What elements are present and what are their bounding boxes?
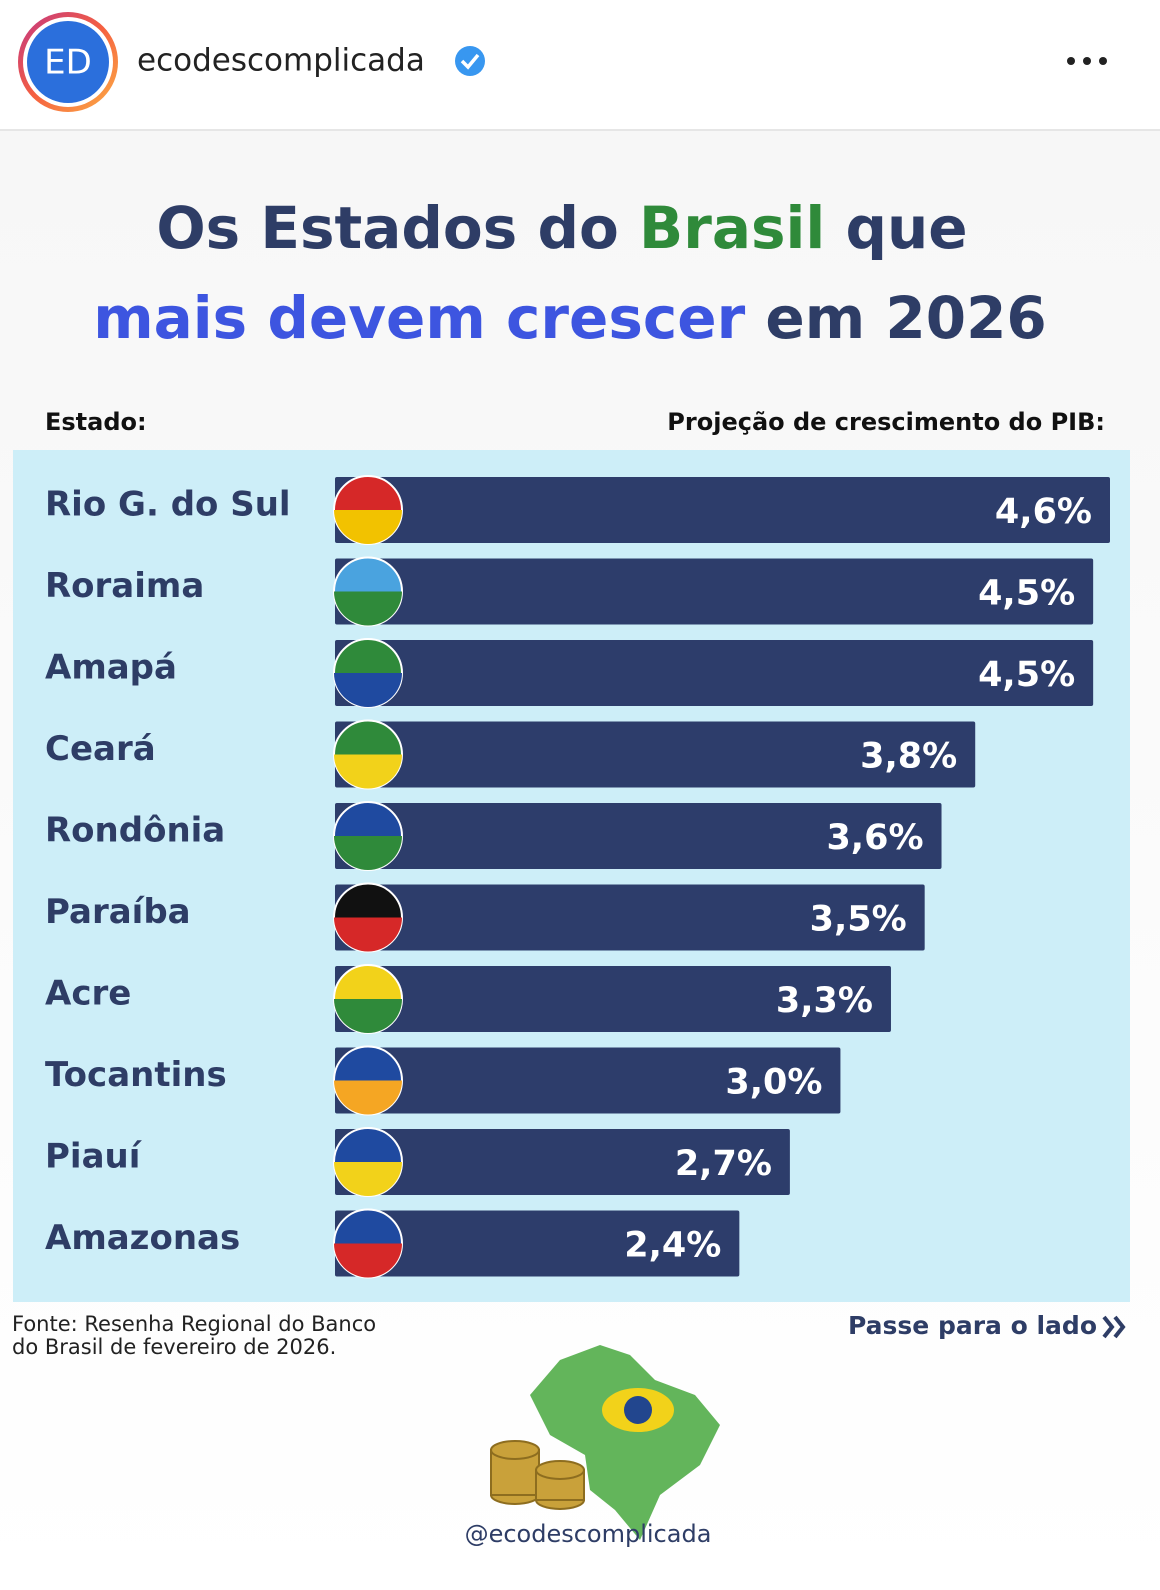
bar [335,558,1094,625]
state-flag-detail [334,917,402,952]
bar [335,1047,841,1114]
state-flag-detail [334,591,402,626]
value-label: 4,5% [978,574,1075,614]
title-part: Brasil [639,194,825,262]
value-label: 2,7% [675,1144,772,1184]
category-label: Amapá [45,648,177,688]
source-line: Fonte: Resenha Regional do Banco [12,1312,376,1336]
category-label: Amazonas [45,1218,240,1258]
title-line-2: mais devem crescer em 2026 [93,284,1047,352]
category-label: Paraíba [45,892,191,932]
state-flag-detail [334,836,402,870]
title-part: que [845,194,967,262]
category-label: Acre [45,974,131,1014]
category-label: Tocantins [45,1055,227,1095]
column-header: Estado: [45,408,147,436]
bar [335,966,891,1032]
username[interactable]: ecodescomplicada [137,43,425,79]
brazil-illustration [490,1345,720,1540]
value-label: 3,8% [860,737,957,777]
title-part: mais devem crescer [93,284,745,352]
more-button[interactable] [1067,57,1107,65]
value-label: 4,5% [978,655,1075,695]
category-label: Ceará [45,729,156,769]
chart-rows: Rio G. do Sul 4,6% Roraima 4,5% Amapá 4,5% Cea… [45,475,1110,1279]
category-label: Piauí [45,1137,143,1177]
source-line: do Brasil de fevereiro de 2026. [12,1335,336,1359]
state-flag-detail [334,510,402,544]
bar [335,1129,790,1195]
bar [335,884,925,951]
bar [335,477,1110,543]
title-part: Os Estados do [156,194,618,262]
swipe-icon [1102,1315,1126,1339]
bar [335,721,976,788]
value-label: 4,6% [995,492,1092,532]
avatar[interactable] [27,21,109,103]
value-label: 3,3% [776,981,873,1021]
state-flag-detail [334,999,402,1033]
state-flag-detail [334,754,402,789]
state-flag-detail [334,1162,402,1196]
title-part: em 2026 [765,284,1046,352]
bar [335,1210,740,1277]
bar [335,640,1094,706]
swipe-hint: Passe para o lado [848,1311,1097,1340]
category-label: Rondônia [45,811,225,851]
value-label: 3,6% [826,818,923,858]
value-label: 2,4% [624,1226,721,1266]
avatar-initials: ED [44,43,92,83]
category-label: Rio G. do Sul [45,485,291,525]
state-flag-detail [334,1080,402,1115]
value-label: 3,0% [725,1063,822,1103]
state-flag-detail [334,1243,402,1278]
verified-badge [455,46,485,76]
header-bar [0,0,1160,130]
title-line-1: Os Estados do Brasil que [156,194,967,262]
column-header: Projeção de crescimento do PIB: [667,408,1105,436]
state-flag-detail [334,673,402,707]
value-label: 3,5% [810,900,907,940]
bar [335,803,942,869]
category-label: Roraima [45,566,204,606]
watermark: @ecodescomplicada [465,1520,712,1548]
